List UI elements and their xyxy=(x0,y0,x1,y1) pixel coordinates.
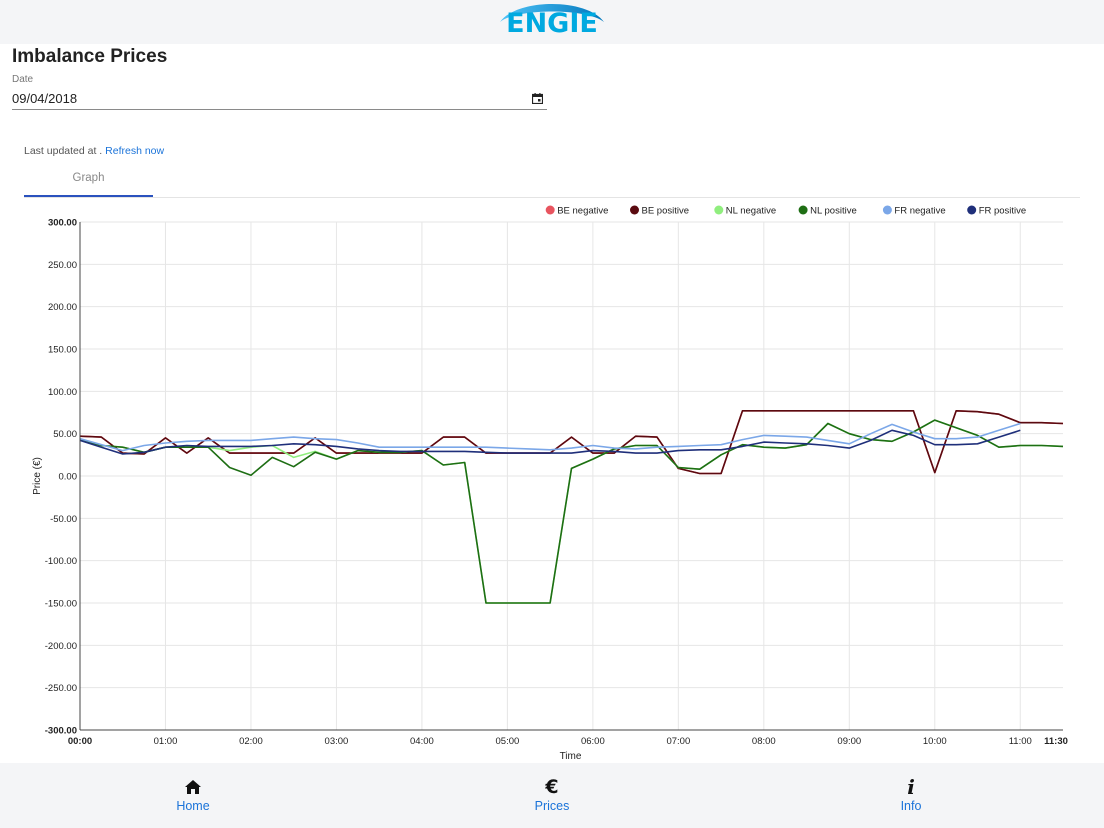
nav-prices-label: Prices xyxy=(534,799,570,813)
refresh-now-link[interactable]: Refresh now xyxy=(105,145,165,157)
legend-marker xyxy=(630,205,639,215)
legend-marker xyxy=(545,205,555,215)
y-tick-label: -300.00 xyxy=(45,726,77,737)
legend-label: BE positive xyxy=(642,206,690,217)
euro-icon: € xyxy=(545,776,559,798)
y-tick-label: 250.00 xyxy=(48,260,77,271)
home-icon xyxy=(185,780,201,794)
y-tick-label: 200.00 xyxy=(48,302,77,313)
legend-item: BE negative xyxy=(545,205,608,217)
y-tick-label: -200.00 xyxy=(45,641,77,652)
y-tick-label: 100.00 xyxy=(48,387,77,398)
y-tick-label: -100.00 xyxy=(45,556,77,567)
series-line-nl-positive xyxy=(79,419,1064,604)
legend-item: FR negative xyxy=(882,205,946,217)
logo-text: ENGIE xyxy=(506,8,598,39)
legend-label: FR positive xyxy=(979,206,1027,217)
engie-logo: ENGIE xyxy=(492,0,612,44)
legend-label: NL positive xyxy=(810,206,857,217)
y-tick-label: 300.00 xyxy=(48,218,77,229)
nav-home-label: Home xyxy=(176,799,210,813)
last-updated: Last updated at . Refresh now xyxy=(24,145,164,157)
nav-prices[interactable]: € Prices xyxy=(492,777,612,813)
nav-home[interactable]: Home xyxy=(133,777,253,813)
last-updated-text: Last updated at . xyxy=(24,145,103,157)
legend-marker xyxy=(882,205,892,215)
x-tick-label: 03:00 xyxy=(325,736,349,747)
legend-item: BE positive xyxy=(630,205,690,217)
date-field[interactable]: 09/04/2018 xyxy=(12,88,547,110)
price-chart: 300.00 250.00 200.00 150.00 100.00 50.00 0.00 -… xyxy=(32,205,1068,762)
x-tick-label: 08:00 xyxy=(752,736,776,747)
x-axis-title: Time xyxy=(560,751,582,762)
legend-item: NL negative xyxy=(714,205,776,217)
legend-label: NL negative xyxy=(726,206,776,217)
date-label: Date xyxy=(12,74,34,85)
nav-info-label: Info xyxy=(900,799,922,813)
x-tick-label: 06:00 xyxy=(581,736,605,747)
series-line-fr-positive xyxy=(79,429,1021,455)
page-title: Imbalance Prices xyxy=(12,46,168,67)
legend-label: FR negative xyxy=(894,206,945,217)
y-tick-label: 50.00 xyxy=(53,429,77,440)
x-tick-label: 05:00 xyxy=(496,736,520,747)
date-value[interactable]: 09/04/2018 xyxy=(12,91,78,106)
legend-marker xyxy=(714,205,724,215)
legend-marker xyxy=(967,205,977,215)
tab-graph[interactable]: Graph xyxy=(24,164,153,197)
series-line-be-positive xyxy=(79,410,1064,475)
series-line-be-negative xyxy=(79,410,1064,475)
legend-item: NL positive xyxy=(798,205,857,217)
y-tick-label: -150.00 xyxy=(45,599,77,610)
legend-label: BE negative xyxy=(557,206,608,217)
y-tick-label: 0.00 xyxy=(59,472,78,483)
logo-arc xyxy=(500,4,604,22)
tab-divider xyxy=(24,197,1080,198)
x-tick-label: 02:00 xyxy=(239,736,263,747)
bottom-nav: Home € Prices i Info xyxy=(0,763,1104,828)
y-tick-label: 150.00 xyxy=(48,345,77,356)
x-tick-label: 11:00 xyxy=(1009,736,1032,747)
nav-info[interactable]: i Info xyxy=(851,777,971,813)
app-header: ENGIE xyxy=(0,0,1104,44)
x-tick-label: 04:00 xyxy=(410,736,434,747)
y-tick-label: -50.00 xyxy=(50,514,77,525)
series-line-fr-negative xyxy=(79,422,1021,452)
x-tick-label: 01:00 xyxy=(154,736,178,747)
legend-marker xyxy=(798,205,808,215)
x-tick-label: 09:00 xyxy=(837,736,861,747)
y-tick-label: -250.00 xyxy=(45,683,77,694)
x-tick-label: 00:00 xyxy=(68,736,92,747)
calendar-icon[interactable] xyxy=(532,93,543,104)
x-tick-label: 07:00 xyxy=(666,736,690,747)
legend-item: FR positive xyxy=(967,205,1027,217)
y-axis-title: Price (€) xyxy=(32,457,43,495)
x-tick-label: 11:30 xyxy=(1044,736,1068,747)
x-tick-label: 10:00 xyxy=(923,736,947,747)
info-icon: i xyxy=(907,775,915,799)
